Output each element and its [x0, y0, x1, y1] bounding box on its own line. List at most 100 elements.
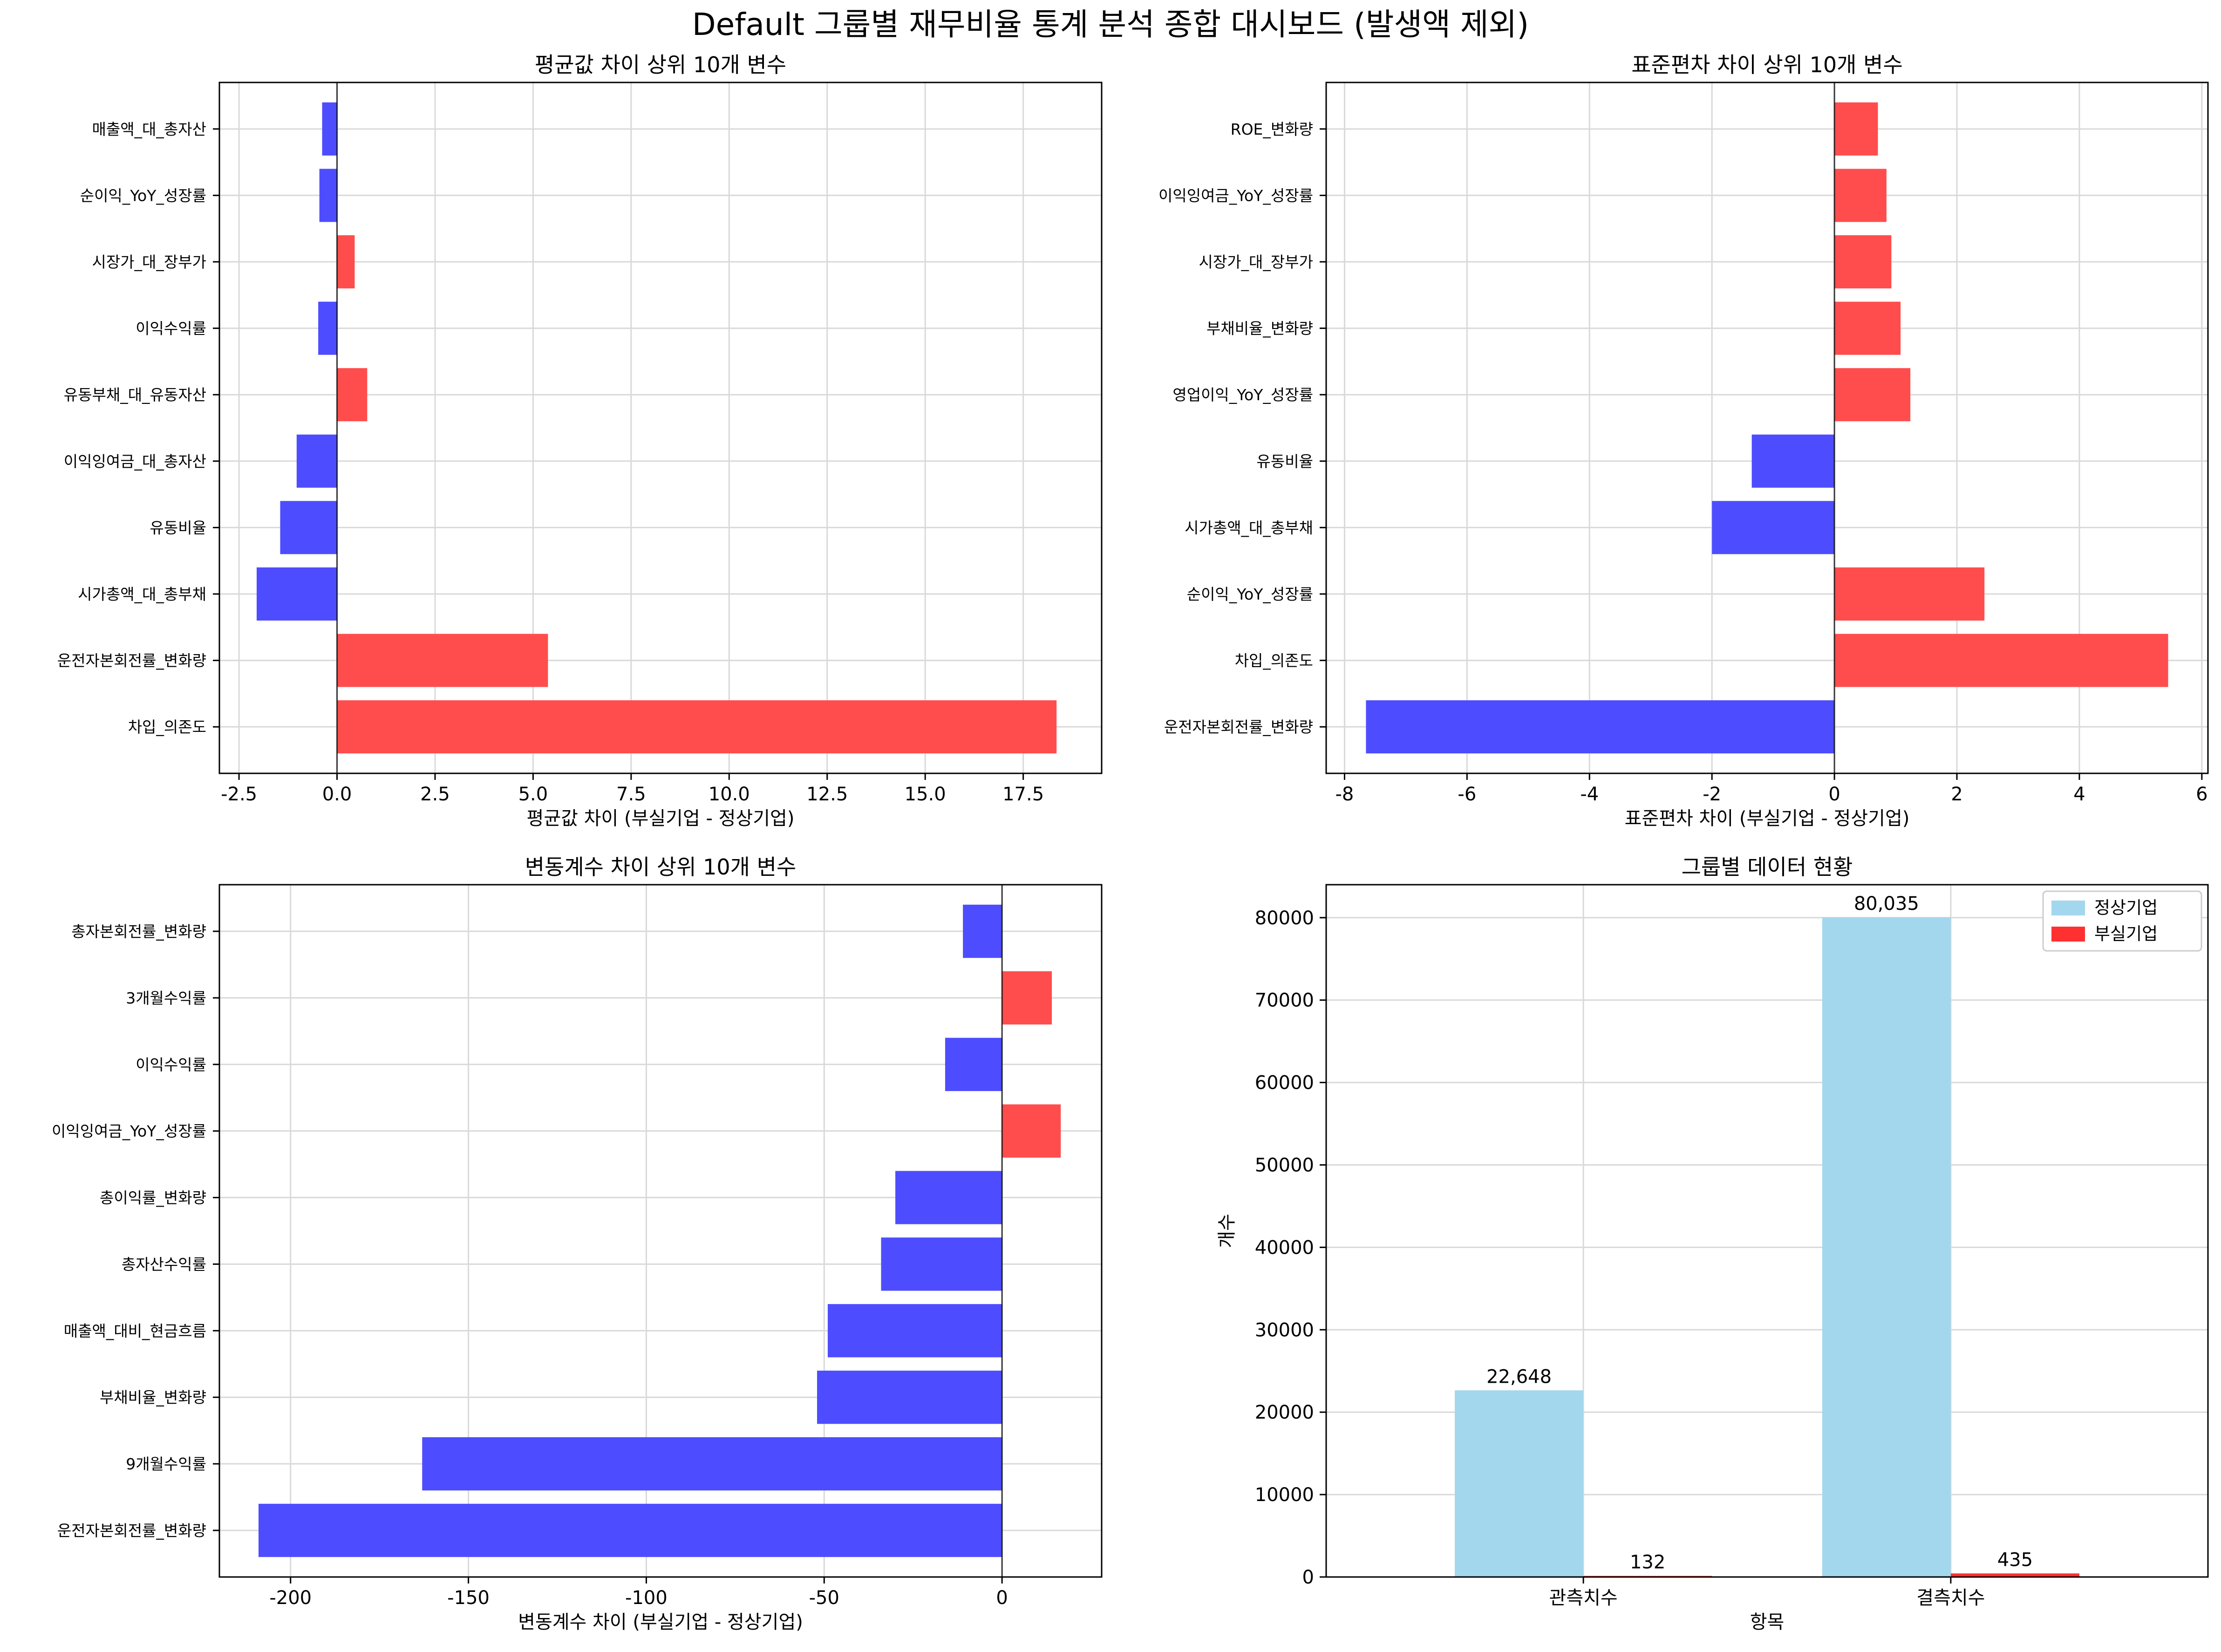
bar	[256, 567, 337, 621]
x-tick-label: -100	[625, 1587, 668, 1609]
category-label: 운전자본회전률_변화량	[57, 1522, 206, 1540]
data-label: 80,035	[1854, 893, 1919, 915]
category-label: 시장가_대_장부가	[92, 253, 206, 271]
category-label: 9개월수익률	[126, 1455, 206, 1473]
bar	[280, 501, 337, 554]
legend-swatch	[2051, 927, 2085, 942]
category-label: 총자산수익률	[122, 1255, 206, 1273]
bar	[337, 634, 548, 687]
bar	[827, 1304, 1002, 1358]
x-tick-label: -150	[447, 1587, 490, 1609]
x-tick-label: 0.0	[322, 784, 352, 805]
bar	[1834, 102, 1878, 156]
category-label: 이익수익률	[136, 1056, 206, 1074]
y-tick-label: 70000	[1255, 990, 1314, 1011]
bar	[895, 1171, 1002, 1224]
x-tick-label: -50	[809, 1587, 839, 1609]
chart-title: 그룹별 데이터 현황	[1682, 854, 1853, 880]
category-label: 관측치수	[1549, 1587, 1618, 1609]
chart-panel-4: 0 10000 20000 30000 40000 50000 60000 70000 8000…	[1216, 854, 2209, 1633]
category-label: 부채비율_변화량	[1206, 320, 1313, 338]
bar	[1002, 1104, 1061, 1158]
x-tick-label: 15.0	[905, 784, 946, 805]
dashboard-title: Default 그룹별 재무비율 통계 분석 종합 대시보드 (발생액 제외)	[692, 7, 1529, 42]
x-tick-label: 0	[1828, 784, 1840, 805]
x-tick-label: -4	[1580, 784, 1599, 805]
y-tick-label: 0	[1302, 1567, 1314, 1588]
chart-panel-3: -200 -150 -100 -50 0 총자본회전률_변화량 3개월수익률이익수익률이익잉…	[52, 854, 1103, 1633]
bar	[1822, 917, 1951, 1577]
bar	[1834, 368, 1911, 422]
data-label: 132	[1630, 1552, 1665, 1573]
x-axis-label: 항목	[1750, 1611, 1785, 1633]
category-label: 운전자본회전률_변화량	[1164, 718, 1313, 736]
category-label: 순이익_YoY_성장률	[1187, 585, 1313, 603]
category-label: ROE_변화량	[1231, 120, 1313, 138]
bar	[1834, 301, 1901, 355]
x-tick-label: -2	[1703, 784, 1721, 805]
legend-swatch	[2051, 901, 2085, 915]
bar	[296, 434, 337, 488]
x-tick-label: -8	[1335, 784, 1354, 805]
x-tick-label: 5.0	[518, 784, 548, 805]
y-tick-label: 20000	[1255, 1402, 1314, 1423]
category-label: 시가총액_대_총부채	[1185, 519, 1313, 537]
bar	[318, 301, 337, 355]
category-label: 이익잉여금_대_총자산	[64, 452, 206, 471]
x-tick-label: 2.5	[420, 784, 450, 805]
legend-label: 부실기업	[2094, 924, 2158, 944]
x-tick-label: -6	[1458, 784, 1476, 805]
category-label: 총자본회전률_변화량	[71, 922, 206, 941]
x-tick-label: 4	[2073, 784, 2085, 805]
category-label: 매출액_대비_현금흐름	[64, 1322, 206, 1340]
bar	[1834, 634, 2168, 687]
category-label: 이익수익률	[136, 320, 206, 338]
x-tick-label: 17.5	[1002, 784, 1044, 805]
bar	[1366, 700, 1835, 754]
x-axis-label: 평균값 차이 (부실기업 - 정상기업)	[527, 808, 795, 829]
category-label: 총이익률_변화량	[100, 1189, 206, 1207]
bar	[319, 169, 337, 222]
plot-frame	[1325, 82, 2209, 774]
bar	[337, 368, 368, 422]
x-tick-label: 0	[996, 1587, 1008, 1609]
bar	[1712, 501, 1835, 554]
x-tick-label: 6	[2196, 784, 2207, 805]
category-label: 유동비율	[150, 519, 206, 537]
y-tick-label: 80000	[1255, 908, 1314, 929]
data-label: 22,648	[1486, 1366, 1552, 1387]
bar	[1455, 1390, 1584, 1577]
category-label: 유동비율	[1257, 452, 1313, 471]
category-label: 매출액_대_총자산	[92, 120, 206, 138]
bar	[337, 700, 1057, 754]
category-label: 결측치수	[1916, 1587, 1985, 1609]
category-label: 이익잉여금_YoY_성장률	[1158, 186, 1313, 205]
bar	[945, 1038, 1002, 1091]
chart-title: 표준편차 차이 상위 10개 변수	[1631, 52, 1903, 77]
category-label: 순이익_YoY_성장률	[80, 186, 206, 205]
chart-title: 평균값 차이 상위 10개 변수	[535, 52, 786, 77]
y-tick-label: 40000	[1255, 1237, 1314, 1258]
y-tick-label: 30000	[1255, 1319, 1314, 1341]
x-tick-label: 7.5	[616, 784, 646, 805]
legend-label: 정상기업	[2094, 898, 2158, 918]
plot-frame	[1325, 884, 2209, 1578]
x-axis-label: 표준편차 차이 (부실기업 - 정상기업)	[1625, 808, 1910, 829]
bar	[1834, 567, 1985, 621]
y-tick-label: 10000	[1255, 1484, 1314, 1506]
x-tick-label: -2.5	[221, 784, 257, 805]
category-label: 시장가_대_장부가	[1199, 253, 1313, 271]
category-label: 영업이익_YoY_성장률	[1172, 386, 1313, 404]
category-label: 3개월수익률	[126, 989, 206, 1007]
bar	[322, 102, 337, 156]
category-label: 유동부채_대_유동자산	[64, 386, 206, 404]
y-tick-label: 50000	[1255, 1154, 1314, 1176]
category-label: 차입_의존도	[1235, 652, 1313, 670]
bar	[1950, 1573, 2079, 1577]
plot-frame	[218, 884, 1103, 1578]
category-label: 차입_의존도	[128, 718, 206, 736]
bar	[1751, 434, 1835, 488]
